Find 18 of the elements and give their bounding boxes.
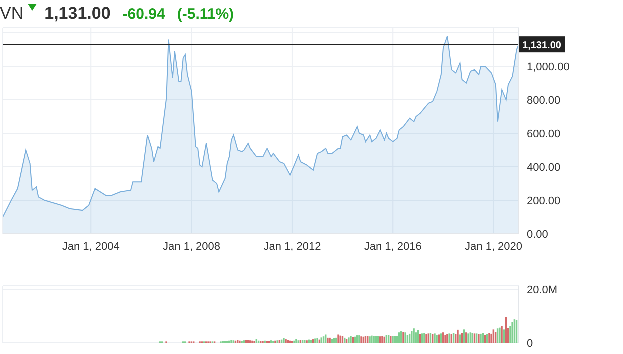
y-tick-label: 200.00 [527,195,561,208]
text: -60.94 [122,6,166,23]
text: (-5.11%) [177,6,234,23]
text: 1,131.00 [44,4,111,24]
x-tick-label: Jan 1, 2004 [62,240,120,253]
chart-title: VN [0,4,24,24]
y-tick-label: 20.0M [527,284,558,297]
y-tick-label: 600.00 [527,128,561,140]
x-tick-label: Jan 1, 2016 [364,240,422,253]
x-tick-label: Jan 1, 2020 [465,240,523,253]
y-tick-label: 400.00 [527,162,561,174]
y-tick-label: 0 [527,338,534,350]
y-tick-label: 0.00 [527,228,548,241]
x-tick-label: Jan 1, 2012 [264,240,322,253]
ref-line-label: 1,131.00 [522,40,562,52]
x-tick-label: Jan 1, 2008 [163,240,221,253]
y-tick-label: 1,000.00 [527,61,570,74]
y-tick-label: 800.00 [527,94,561,107]
